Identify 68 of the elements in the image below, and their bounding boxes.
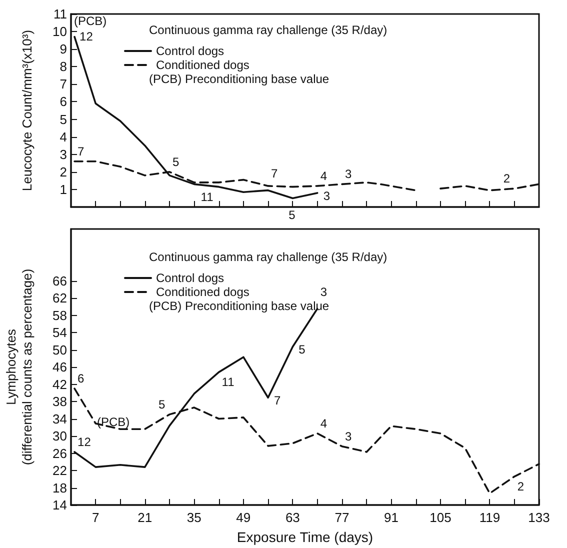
y-tick-label: 50: [52, 342, 67, 358]
y-tick-label: 38: [52, 394, 67, 409]
y-tick-label: 3: [60, 146, 67, 162]
y-tick-label: 4: [60, 129, 67, 144]
annotation: (PCB): [97, 415, 130, 429]
legend-title: Continuous gamma ray challenge (35 R/day): [149, 250, 388, 264]
y-axis-title: Lymphocytes (differential counts as percentage): [4, 268, 34, 466]
annotation: 5: [158, 397, 166, 412]
annotation: 3: [320, 284, 328, 299]
y-tick-label: 34: [52, 411, 67, 426]
annotation: (PCB): [74, 14, 107, 28]
y-tick-label: 66: [52, 273, 67, 288]
y-tick-label: 42: [52, 376, 67, 392]
y-tick-label: 11: [54, 6, 67, 22]
annotation: 3: [344, 429, 352, 444]
y-tick-label: 30: [52, 428, 67, 444]
x-tick-label: 35: [186, 510, 202, 525]
legend-label: Control dogs: [156, 44, 224, 58]
annotation: 4: [320, 168, 328, 183]
y-tick-label: 2: [60, 164, 67, 180]
annotation: 5: [288, 208, 296, 222]
x-tick-label: 119: [479, 510, 500, 525]
y-tick-label: 18: [52, 480, 67, 496]
annotation: 12: [80, 29, 94, 44]
y-tick-label: 14: [52, 498, 67, 512]
annotation: 3: [344, 167, 352, 182]
x-tick-label: 7: [92, 510, 100, 525]
y-tick-label: 9: [60, 42, 67, 57]
y-tick-label: 54: [52, 325, 67, 340]
x-tick-label: 91: [384, 510, 398, 525]
y-axis-title: Leucocyte Count/mm³(x10³): [20, 30, 34, 192]
legend-title: Continuous gamma ray challenge (35 R/day): [149, 23, 388, 37]
annotation: 2: [517, 480, 524, 494]
annotation: 11: [200, 190, 214, 204]
y-tick-label: 5: [60, 112, 67, 127]
y-tick-label: 58: [52, 308, 67, 323]
y-tick-label: 10: [52, 24, 67, 40]
x-tick-label: 63: [285, 510, 300, 525]
annotation: (PCB) Preconditioning base value: [149, 72, 330, 86]
annotation: 2: [503, 172, 510, 186]
annotation: 3: [323, 188, 330, 203]
annotation: 7: [274, 394, 282, 408]
y-tick-label: 46: [52, 360, 67, 374]
y-tick-label: 22: [52, 463, 67, 478]
y-tick-label: 62: [52, 290, 67, 306]
annotation: 12: [78, 434, 92, 449]
annotation: 4: [320, 416, 328, 430]
x-tick-label: 49: [236, 510, 251, 525]
x-tick-label: 105: [430, 510, 452, 525]
annotation: 6: [78, 372, 85, 386]
legend-label: Conditioned dogs: [156, 285, 250, 299]
x-axis-title: Exposure Time (days): [236, 528, 374, 545]
y-tick-label: 7: [60, 76, 67, 92]
annotation: 5: [172, 154, 180, 169]
legend-label: Control dogs: [156, 271, 224, 285]
annotation: 5: [298, 342, 306, 357]
y-tick-label: 8: [60, 59, 67, 74]
x-tick-label: 77: [334, 510, 350, 525]
annotation: 11: [222, 375, 235, 390]
annotation: (PCB) Preconditioning base value: [149, 299, 330, 313]
y-tick-label: 1: [60, 182, 67, 197]
legend-label: Conditioned dogs: [156, 58, 250, 72]
x-tick-label: 133: [528, 510, 550, 525]
annotation: 7: [78, 144, 85, 158]
y-tick-label: 26: [52, 446, 67, 461]
annotation: 7: [271, 166, 278, 180]
y-tick-label: 6: [60, 94, 67, 110]
x-tick-label: 21: [138, 510, 152, 525]
